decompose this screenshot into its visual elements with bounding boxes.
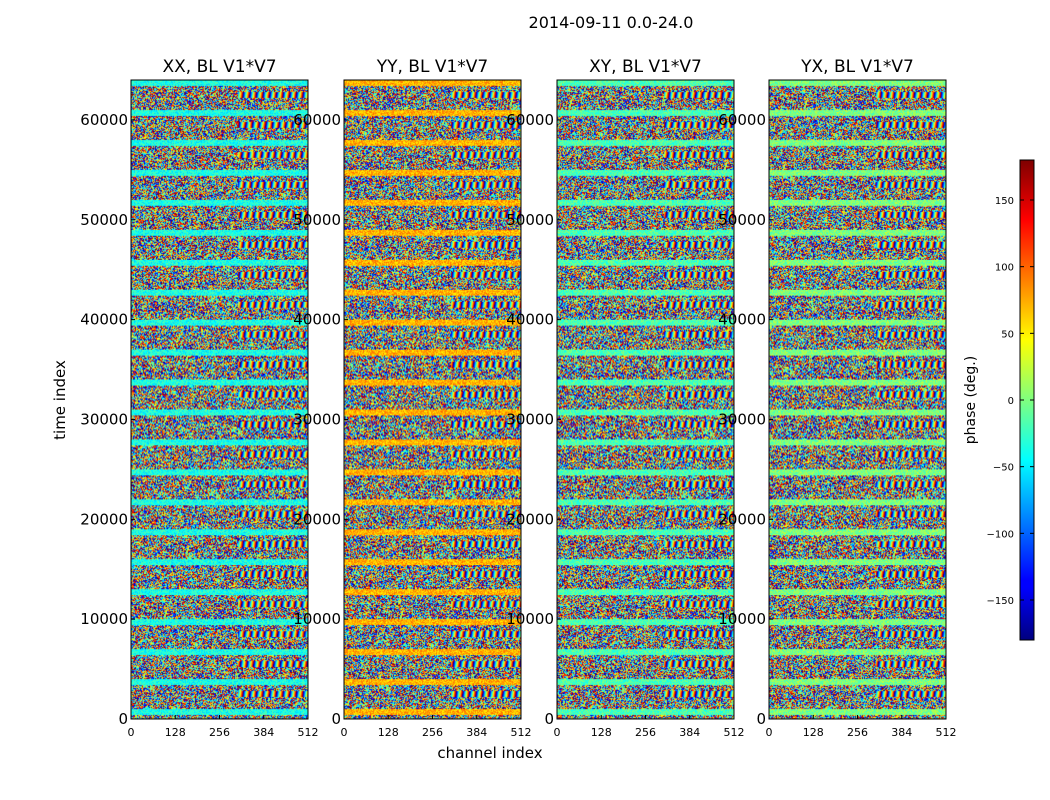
- y-axis-label: time index: [51, 360, 69, 440]
- colorbar-ticks: −150 −100 −50 0 50 100 150: [987, 196, 1034, 607]
- x-tick-label: 0: [128, 726, 135, 739]
- x-axis-label: channel index: [437, 744, 542, 762]
- x-tick-label: 128: [165, 726, 186, 739]
- panel-xx: XX, BL V1*V7 0 128 256 384 512 0 10000 20000 3000…: [80, 57, 318, 739]
- x-tick-label: 0: [554, 726, 561, 739]
- y-tick-label: 0: [331, 710, 341, 728]
- x-tick-label: 256: [847, 726, 868, 739]
- y-tick-label: 60000: [80, 111, 128, 129]
- panels: XX, BL V1*V7 0 128 256 384 512 0 10000 20000 3000…: [80, 57, 956, 739]
- x-tick-label: 384: [891, 726, 912, 739]
- figure-suptitle: 2014-09-11 0.0-24.0: [529, 13, 694, 32]
- y-tick-label: 0: [756, 710, 766, 728]
- y-tick-label: 30000: [80, 410, 128, 428]
- colorbar-tick-label: −100: [987, 529, 1014, 540]
- colorbar-tick-label: 50: [1001, 329, 1014, 340]
- y-tick-label: 40000: [293, 311, 341, 329]
- y-tick-label: 30000: [293, 410, 341, 428]
- colorbar-label: phase (deg.): [963, 356, 979, 444]
- colorbar-tick-label: 100: [995, 263, 1014, 274]
- x-tick-label: 256: [209, 726, 230, 739]
- x-tick-label: 512: [298, 726, 319, 739]
- y-tick-label: 0: [118, 710, 128, 728]
- y-tick-label: 40000: [80, 311, 128, 329]
- colorbar-tick-label: 150: [995, 196, 1014, 207]
- y-tick-label: 10000: [293, 610, 341, 628]
- heatmap-xy: [557, 80, 734, 719]
- panel-title: YY, BL V1*V7: [376, 57, 489, 77]
- colorbar-tick-label: 0: [1008, 396, 1014, 407]
- y-tick-label: 20000: [293, 510, 341, 528]
- y-tick-label: 20000: [718, 510, 766, 528]
- colorbar-tick-label: −50: [993, 463, 1014, 474]
- x-tick-label: 128: [378, 726, 399, 739]
- x-tick-label: 512: [936, 726, 957, 739]
- y-tick-label: 20000: [506, 510, 554, 528]
- heatmap-xx: [131, 80, 308, 719]
- x-tick-label: 256: [635, 726, 656, 739]
- panel-yx: YX, BL V1*V7 0 128 256 384 512 0 10000 20000 3000…: [718, 57, 956, 739]
- x-tick-label: 128: [591, 726, 612, 739]
- y-tick-label: 60000: [293, 111, 341, 129]
- y-tick-label: 50000: [80, 211, 128, 229]
- y-tick-label: 50000: [718, 211, 766, 229]
- y-tick-label: 40000: [506, 311, 554, 329]
- x-tick-label: 512: [724, 726, 745, 739]
- panel-title: XX, BL V1*V7: [162, 57, 276, 77]
- heatmap-yx: [769, 80, 946, 719]
- colorbar: −150 −100 −50 0 50 100 150 phase (deg.): [963, 159, 1035, 641]
- x-tick-label: 384: [253, 726, 274, 739]
- x-tick-label: 0: [341, 726, 348, 739]
- x-tick-label: 128: [803, 726, 824, 739]
- x-tick-label: 512: [511, 726, 532, 739]
- y-tick-label: 10000: [718, 610, 766, 628]
- heatmap-yy: [344, 80, 521, 719]
- y-tick-label: 50000: [293, 211, 341, 229]
- x-tick-label: 384: [679, 726, 700, 739]
- y-tick-label: 10000: [80, 610, 128, 628]
- y-tick-label: 0: [544, 710, 554, 728]
- y-tick-label: 60000: [506, 111, 554, 129]
- panel-yy: YY, BL V1*V7 0 128 256 384 512 0 10000 20000 3000…: [293, 57, 531, 739]
- x-tick-label: 384: [466, 726, 487, 739]
- y-tick-label: 40000: [718, 311, 766, 329]
- colorbar-tick-label: −150: [987, 596, 1014, 607]
- y-tick-label: 30000: [506, 410, 554, 428]
- y-tick-label: 50000: [506, 211, 554, 229]
- y-tick-label: 10000: [506, 610, 554, 628]
- x-tick-label: 0: [766, 726, 773, 739]
- y-tick-label: 60000: [718, 111, 766, 129]
- y-tick-label: 20000: [80, 510, 128, 528]
- panel-title: YX, BL V1*V7: [800, 57, 914, 77]
- panel-xy: XY, BL V1*V7 0 128 256 384 512 0 10000 20000 3000…: [506, 57, 744, 739]
- x-tick-label: 256: [422, 726, 443, 739]
- y-tick-label: 30000: [718, 410, 766, 428]
- panel-title: XY, BL V1*V7: [589, 57, 702, 77]
